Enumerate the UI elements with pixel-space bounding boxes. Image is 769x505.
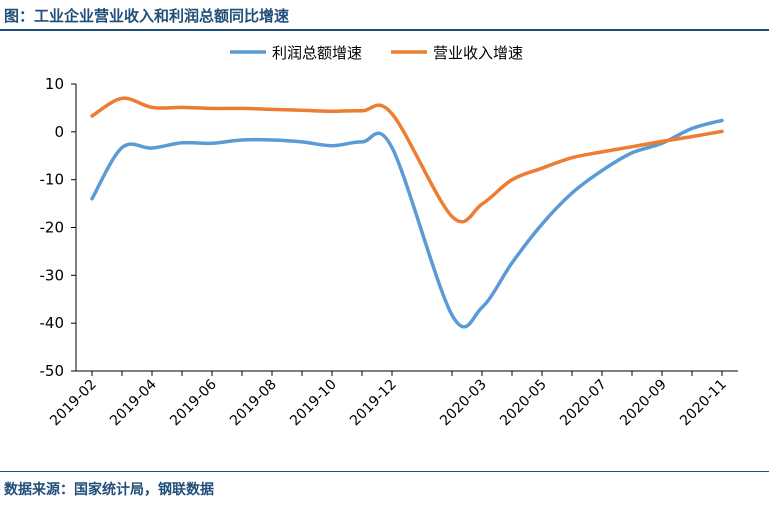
y-tick-label: 10 xyxy=(45,75,64,93)
legend-item-1: 利润总额增速 xyxy=(230,44,362,62)
legend-item-2: 营业收入增速 xyxy=(391,44,523,62)
y-tick-label: -40 xyxy=(40,314,65,332)
x-tick-label: 2019-06 xyxy=(167,376,220,429)
legend-label: 营业收入增速 xyxy=(433,44,523,62)
x-tick-label: 2019-10 xyxy=(287,377,340,430)
series-line-2 xyxy=(90,96,724,224)
series-line-1 xyxy=(90,118,724,329)
series-points-1 xyxy=(92,120,722,315)
x-tick-label: 2019-04 xyxy=(107,376,160,429)
x-tick-label: 2019-02 xyxy=(47,377,100,430)
x-tick-label: 2019-08 xyxy=(227,377,280,430)
series-points-2 xyxy=(92,98,722,216)
title-divider xyxy=(0,29,769,31)
data-source: 数据来源：国家统计局，钢联数据 xyxy=(4,482,214,498)
y-tick-label: -10 xyxy=(40,171,65,189)
legend-label: 利润总额增速 xyxy=(272,44,362,62)
x-tick-label: 2020-11 xyxy=(677,377,730,430)
x-tick-label: 2020-07 xyxy=(557,377,610,430)
x-tick-label: 2019-12 xyxy=(347,377,400,430)
line-chart: 利润总额增速 营业收入增速 100-10-20-30-40-50 2019-02 2… xyxy=(40,44,738,429)
y-tick-label: -30 xyxy=(40,266,65,284)
y-tick-label: 0 xyxy=(54,123,64,141)
x-axis-ticks: 2019-02 2019-04 2019-06 2019-08 2019-10 2019-… xyxy=(47,371,730,429)
series-layer xyxy=(90,96,724,329)
y-axis-ticks: 10 0 -10 -20 -30 -40 -50 xyxy=(40,75,76,380)
y-tick-label: -20 xyxy=(40,219,65,237)
figure-title: 图：工业企业营业收入和利润总额同比增速 xyxy=(4,7,290,25)
x-tick-label: 2020-09 xyxy=(617,377,670,430)
footer-divider xyxy=(0,471,769,472)
y-tick-label: -50 xyxy=(40,362,65,380)
x-tick-label: 2020-03 xyxy=(437,377,490,430)
x-tick-label: 2020-05 xyxy=(497,377,550,430)
chart-legend: 利润总额增速 营业收入增速 xyxy=(230,44,523,62)
